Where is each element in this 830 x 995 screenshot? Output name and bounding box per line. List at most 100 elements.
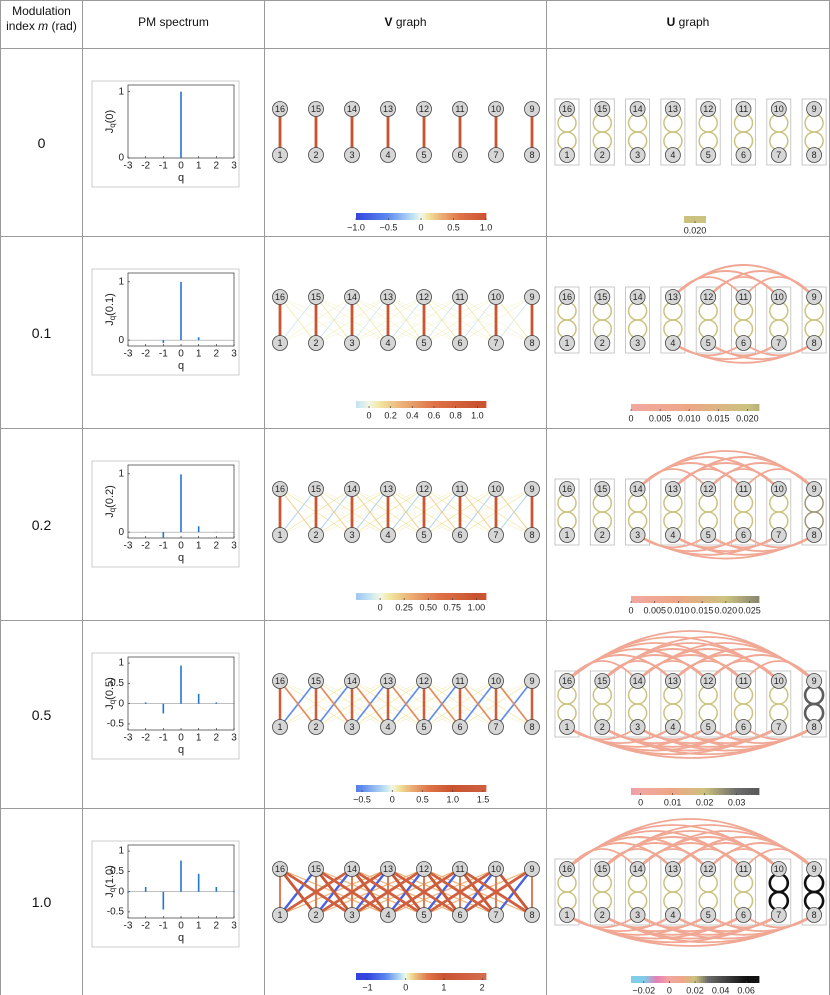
x-tick-label: 2 xyxy=(214,349,220,360)
colorbar-segment xyxy=(425,593,428,600)
cell-graphic: 16 1 15 2 14 3 13 4 12 5 11 6 10 7 9 8 −0.5 0 0.5 1.0 1.5 xyxy=(272,673,540,804)
node-label: 15 xyxy=(597,484,607,494)
node-label: 5 xyxy=(421,910,426,920)
colorbar-tick-label: 0.06 xyxy=(737,985,755,995)
colorbar-segment xyxy=(697,596,700,603)
node-box xyxy=(625,670,650,738)
colorbar-segment xyxy=(755,596,758,603)
graph-node xyxy=(272,861,288,877)
colorbar-segment xyxy=(408,785,412,792)
graph-node xyxy=(770,861,787,877)
colorbar-segment xyxy=(370,593,373,600)
colorbar-segment xyxy=(414,401,418,408)
graph-node xyxy=(665,719,681,735)
colorbar-tick-label: −0.02 xyxy=(632,985,655,995)
colorbar-segment xyxy=(449,973,452,980)
node-label: 9 xyxy=(529,484,534,494)
colorbar-segment xyxy=(390,401,393,408)
node-box xyxy=(660,858,686,926)
node-label: 13 xyxy=(668,864,678,874)
header-text: Modulation index xyxy=(6,4,71,33)
modulation-index: 0 xyxy=(37,134,46,151)
u-arc xyxy=(742,276,815,298)
graph-node xyxy=(380,289,396,305)
node-label: 10 xyxy=(774,292,784,302)
graph-node xyxy=(308,719,324,735)
colorbar-segment xyxy=(679,404,682,411)
colorbar-segment xyxy=(457,401,460,408)
colorbar-segment xyxy=(398,213,402,220)
header-text: graph xyxy=(395,15,427,29)
colorbar-segment xyxy=(709,596,712,603)
node-label: 5 xyxy=(421,150,426,160)
table-cell: 16 1 15 2 14 3 13 4 12 5 11 6 10 7 9 8 0.020 xyxy=(547,49,830,237)
colorbar-segment xyxy=(368,401,371,408)
colorbar-segment xyxy=(431,593,434,600)
colorbar-segment xyxy=(669,404,672,411)
colorbar-segment xyxy=(412,785,416,792)
colorbar-segment xyxy=(394,593,398,600)
colorbar-segment xyxy=(435,213,438,220)
graph-node xyxy=(735,907,752,923)
colorbar-segment xyxy=(641,404,644,411)
colorbar-segment xyxy=(477,401,481,408)
colorbar-segment xyxy=(661,976,664,983)
node-label: 7 xyxy=(776,910,781,920)
graph-node xyxy=(272,289,288,305)
colorbar-segment xyxy=(360,785,363,792)
colorbar-segment xyxy=(655,404,658,411)
colorbar-segment xyxy=(423,213,426,220)
graph-node xyxy=(488,289,504,305)
colorbar-segment xyxy=(701,788,704,795)
colorbar-segment xyxy=(699,596,702,603)
colorbar-segment xyxy=(418,401,422,408)
colorbar-segment xyxy=(356,401,359,408)
node-label: 14 xyxy=(633,484,643,494)
colorbar-segment xyxy=(429,593,432,600)
node-label: 10 xyxy=(491,292,501,302)
colorbar-segment xyxy=(469,401,473,408)
graph-node xyxy=(380,527,396,543)
graph-node xyxy=(416,147,432,163)
node-label: 7 xyxy=(493,722,498,732)
u-arc xyxy=(742,914,815,929)
colorbar-segment xyxy=(669,976,672,983)
colorbar-segment xyxy=(669,788,672,795)
colorbar-tick-label: 0.6 xyxy=(428,410,441,420)
colorbar-segment xyxy=(639,788,642,795)
colorbar-segment xyxy=(665,976,668,983)
colorbar-segment xyxy=(725,596,728,603)
graph-node xyxy=(806,861,823,877)
colorbar-segment xyxy=(655,788,658,795)
colorbar-segment xyxy=(449,401,452,408)
graph-node xyxy=(344,527,360,543)
node-label: 15 xyxy=(311,864,321,874)
colorbar-segment xyxy=(743,788,746,795)
colorbar-segment xyxy=(388,785,391,792)
node-label: 16 xyxy=(562,676,572,686)
colorbar-segment xyxy=(402,593,406,600)
graph-node xyxy=(594,673,611,689)
x-axis-label: q xyxy=(178,360,184,372)
graph-node xyxy=(344,907,360,923)
colorbar-segment xyxy=(465,973,469,980)
colorbar-segment xyxy=(449,785,452,792)
colorbar-segment xyxy=(406,401,410,408)
node-label: 11 xyxy=(739,292,748,302)
y-tick-label: 1 xyxy=(118,658,124,669)
graph-node xyxy=(524,335,540,351)
colorbar-segment xyxy=(384,973,387,980)
colorbar-segment xyxy=(713,404,716,411)
colorbar-segment xyxy=(753,788,756,795)
colorbar-segment xyxy=(431,401,434,408)
colorbar-tick-label: 0 xyxy=(628,413,633,423)
node-label: 3 xyxy=(635,530,640,540)
colorbar-segment xyxy=(414,785,418,792)
y-tick-label: 1 xyxy=(118,276,124,287)
colorbar-segment xyxy=(729,404,732,411)
colorbar-segment xyxy=(364,785,367,792)
y-axis-label: Jq(0.2) xyxy=(104,485,117,518)
colorbar-segment xyxy=(677,976,680,983)
graph-node xyxy=(452,527,468,543)
